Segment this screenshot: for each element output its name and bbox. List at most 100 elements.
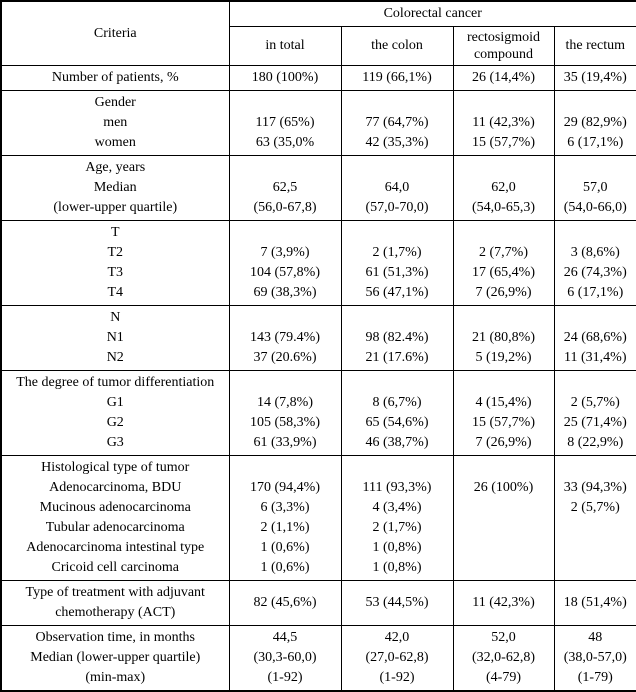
cell-line: The degree of tumor differentiation <box>16 374 215 390</box>
cell-line: 48 <box>588 629 603 645</box>
value-cell: 111 (93,3%) 4 (3,4%) 2 (1,7%) 1 (0,8%) 1 (0,… <box>340 454 454 581</box>
cell-line: 26 (100%) <box>473 479 534 495</box>
criteria-cell: Number of patients, % <box>0 64 230 91</box>
cell-line <box>557 518 635 538</box>
cell-line: 25 (71,4%) <box>563 414 627 430</box>
cell-line: T4 <box>107 284 124 300</box>
table-row: Histological type of tumor Adenocarcinoma… <box>0 454 636 581</box>
cell-line: 46 (38,7%) <box>365 434 429 450</box>
cell-line: 170 (94,4%) <box>250 479 320 495</box>
cell-line: 69 (38,3%) <box>253 284 317 300</box>
cell-line: 180 (100%) <box>251 69 319 85</box>
value-cell: 35 (19,4%) <box>553 64 636 91</box>
criteria-cell: N N1 N2 <box>0 304 230 371</box>
cell-line: 105 (58,3%) <box>250 414 320 430</box>
cell-line <box>344 223 451 243</box>
cell-line: 64,0 <box>384 179 410 195</box>
cell-line <box>456 93 552 113</box>
value-cell: 44,5 (30,3-60,0) (1-92) <box>228 624 342 691</box>
cell-line <box>456 458 552 478</box>
cell-line: 56 (47,1%) <box>365 284 429 300</box>
cell-line: 2 (1,7%) <box>372 244 422 260</box>
cell-line <box>557 558 635 578</box>
value-cell: 2 (7,7%) 17 (65,4%) 7 (26,9%) <box>452 219 555 306</box>
cell-line: 52,0 <box>491 629 516 645</box>
column-header-rectosigmoid-compound: rectosigmoid compound <box>452 25 555 66</box>
cell-line <box>344 308 451 328</box>
cell-line: (32,0-62,8) <box>472 649 535 665</box>
cell-line <box>344 373 451 393</box>
value-cell: 2 (5,7%) 25 (71,4%) 8 (22,9%) <box>553 369 636 456</box>
value-cell: 62,0 (54,0-65,3) <box>452 154 555 221</box>
cell-line: (54,0-65,3) <box>472 199 535 215</box>
value-cell: 57,0 (54,0-66,0) <box>553 154 636 221</box>
cell-line: 26 (74,3%) <box>563 264 627 280</box>
table-row: Observation time, in months Median (lower… <box>0 624 636 691</box>
cell-line: 82 (45,6%) <box>253 594 317 610</box>
table-body: Number of patients, % 180 (100%) 119 (66,1… <box>0 64 636 691</box>
value-cell: 14 (7,8%) 105 (58,3%) 61 (33,9%) <box>228 369 342 456</box>
cell-line: 11 (42,3%) <box>472 594 535 610</box>
cell-line: 117 (65%) <box>255 114 315 130</box>
value-cell: 3 (8,6%) 26 (74,3%) 6 (17,1%) <box>553 219 636 306</box>
cell-line: G1 <box>106 394 124 410</box>
cell-line <box>557 373 635 393</box>
cell-line <box>232 458 339 478</box>
cell-line: Median <box>93 179 137 195</box>
cell-line: 37 (20.6%) <box>253 349 317 365</box>
value-cell: 64,0 (57,0-70,0) <box>340 154 454 221</box>
cell-line <box>344 458 451 478</box>
cell-line <box>456 558 552 578</box>
cell-line: 4 (3,4%) <box>372 499 422 515</box>
cell-line: 62,0 <box>491 179 516 195</box>
cell-line <box>557 158 635 178</box>
value-cell: 98 (82.4%) 21 (17.6%) <box>340 304 454 371</box>
value-cell: 4 (15,4%) 15 (57,7%) 7 (26,9%) <box>452 369 555 456</box>
cell-line: 98 (82.4%) <box>365 329 429 345</box>
table-row: Gender men women 117 (65%) 63 (35,0% 77 (64,7… <box>0 89 636 156</box>
value-cell: 11 (42,3%) <box>452 579 555 626</box>
cell-line: 61 (51,3%) <box>365 264 429 280</box>
cell-line <box>344 158 451 178</box>
cell-line: 8 (22,9%) <box>567 434 624 450</box>
value-cell: 11 (42,3%) 15 (57,7%) <box>452 89 555 156</box>
cell-line: 119 (66,1%) <box>362 69 432 85</box>
value-cell: 21 (80,8%) 5 (19,2%) <box>452 304 555 371</box>
cell-line: Gender <box>94 94 136 110</box>
value-cell: 117 (65%) 63 (35,0% <box>228 89 342 156</box>
cell-line <box>456 498 552 518</box>
cell-line: 1 (0,8%) <box>372 559 422 575</box>
cell-line: 6 (17,1%) <box>567 284 624 300</box>
cell-line: 21 (80,8%) <box>472 329 535 345</box>
value-cell: 119 (66,1%) <box>340 64 454 91</box>
cell-line: 2 (5,7%) <box>570 394 620 410</box>
cell-line: 7 (26,9%) <box>475 434 532 450</box>
cell-line: G2 <box>106 414 124 430</box>
cell-line: 1 (0,8%) <box>372 539 422 555</box>
cell-line: N <box>110 309 121 325</box>
criteria-cell: The degree of tumor differentiation G1 G2 G… <box>0 369 230 456</box>
cell-line: 8 (6,7%) <box>372 394 422 410</box>
group-column-header: Colorectal cancer <box>228 0 636 27</box>
table-header-row-columns: in total the colon rectosigmoid compound… <box>1 25 636 66</box>
value-cell: 26 (100%) <box>452 454 555 581</box>
value-cell: 143 (79.4%) 37 (20.6%) <box>228 304 342 371</box>
cell-line <box>456 373 552 393</box>
cell-line: 24 (68,6%) <box>563 329 627 345</box>
column-header-the-rectum: the rectum <box>553 25 636 66</box>
value-cell: 8 (6,7%) 65 (54,6%) 46 (38,7%) <box>340 369 454 456</box>
value-cell: 53 (44,5%) <box>340 579 454 626</box>
cell-line: 62,5 <box>272 179 298 195</box>
cell-line: Adenocarcinoma, BDU <box>49 479 182 495</box>
cell-line <box>557 223 635 243</box>
cell-line: 57,0 <box>583 179 608 195</box>
cell-line: T3 <box>107 264 124 280</box>
table-row: Age, years Median (lower-upper quartile) 62… <box>0 154 636 221</box>
cell-line: (lower-upper quartile) <box>53 199 178 215</box>
table-header: Criteria Colorectal cancer in total the … <box>0 0 636 66</box>
table-row: N N1 N2 143 (79.4%) 37 (20.6%) 98 (82.4%) 21 (… <box>0 304 636 371</box>
table-header-row-group: Criteria Colorectal cancer <box>0 0 636 66</box>
cell-line: (54,0-66,0) <box>563 199 627 215</box>
cell-line <box>557 93 635 113</box>
cell-line: 111 (93,3%) <box>362 479 432 495</box>
